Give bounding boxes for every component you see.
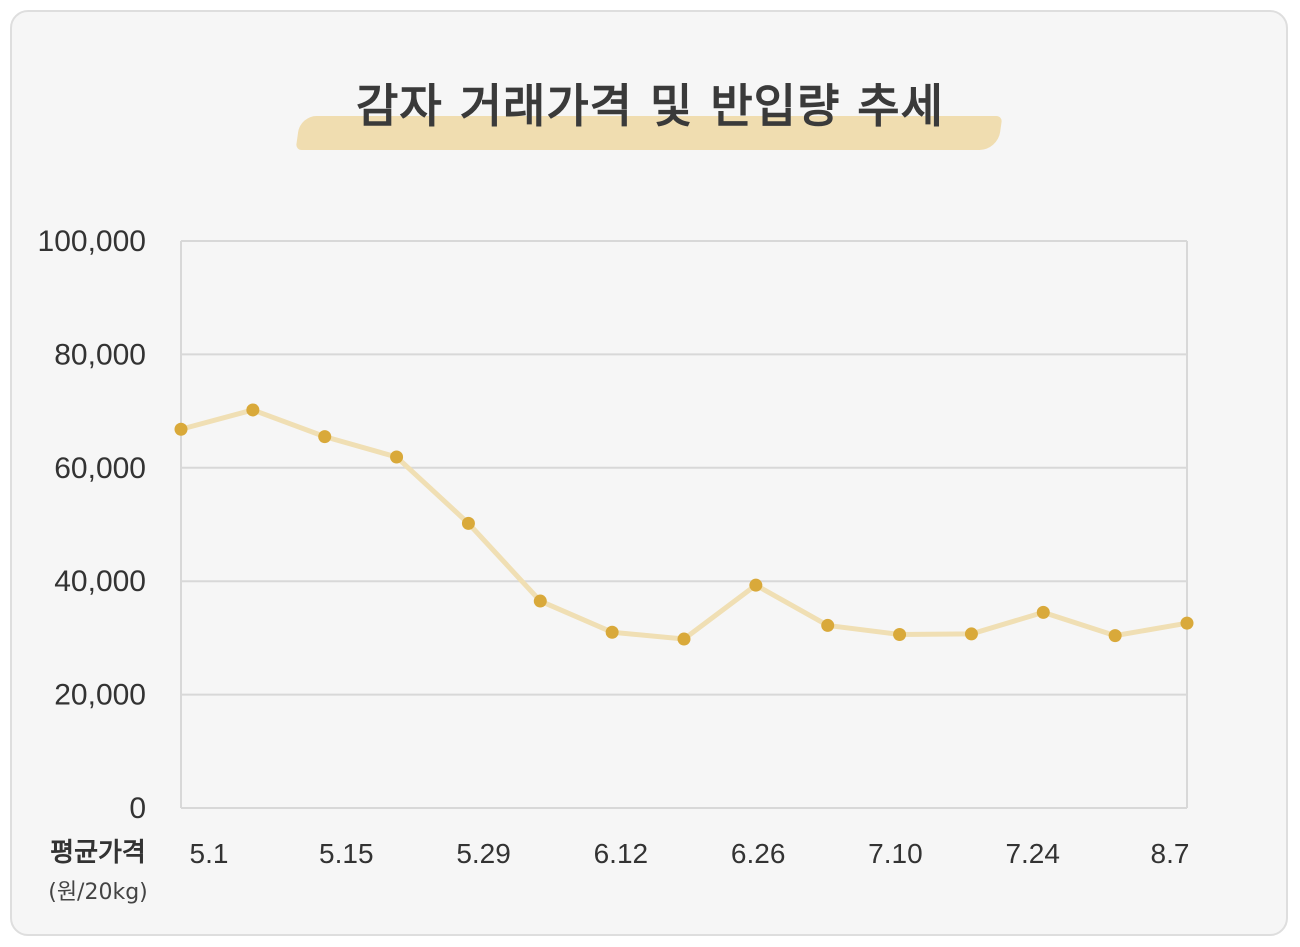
x-tick-label: 5.29 xyxy=(456,838,511,869)
x-tick-label: 5.1 xyxy=(190,838,229,869)
y-axis-unit: (원/20kg) xyxy=(48,880,148,905)
chart-card xyxy=(10,10,1288,936)
data-point xyxy=(318,430,332,444)
x-tick-label: 7.10 xyxy=(868,838,923,869)
data-point xyxy=(1180,616,1194,630)
data-point xyxy=(893,627,907,641)
y-tick-label: 60,000 xyxy=(54,452,146,485)
data-point xyxy=(1036,605,1050,619)
x-tick-label: 6.26 xyxy=(731,838,786,869)
x-tick-label: 8.7 xyxy=(1151,838,1190,869)
data-point xyxy=(246,403,260,417)
data-point xyxy=(461,516,475,530)
title-container: 감자 거래가격 및 반입량 추세 xyxy=(0,70,1300,136)
data-point xyxy=(821,618,835,632)
y-tick-label: 40,000 xyxy=(54,565,146,598)
x-tick-label: 5.15 xyxy=(319,838,374,869)
chart-title: 감자 거래가격 및 반입량 추세 xyxy=(356,79,944,133)
data-point xyxy=(605,625,619,639)
data-point xyxy=(174,422,188,436)
y-tick-label: 100,000 xyxy=(38,225,146,258)
data-point xyxy=(677,632,691,646)
data-point xyxy=(533,594,547,608)
y-tick-label: 0 xyxy=(129,792,146,825)
y-tick-label: 80,000 xyxy=(54,338,146,371)
x-tick-label: 7.24 xyxy=(1005,838,1060,869)
data-point xyxy=(390,450,404,464)
y-tick-label: 20,000 xyxy=(54,679,146,712)
data-point xyxy=(749,578,763,592)
series-line xyxy=(178,407,1190,642)
data-point xyxy=(964,627,978,641)
x-tick-label: 6.12 xyxy=(594,838,649,869)
y-axis-label: 평균가격 xyxy=(50,838,146,868)
data-point xyxy=(1108,629,1122,643)
